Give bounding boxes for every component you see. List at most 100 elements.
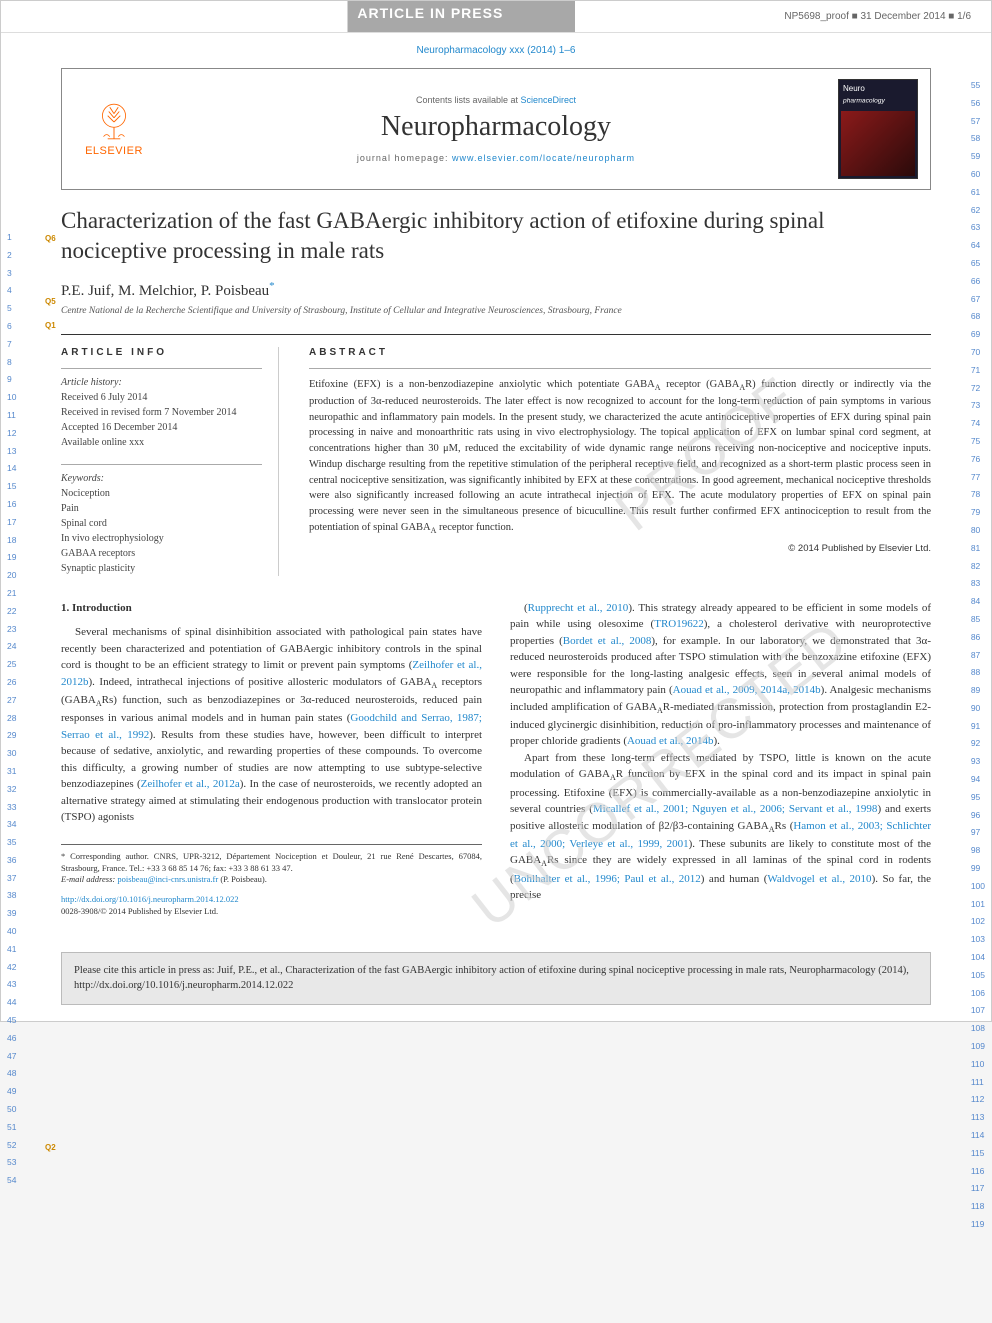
line-number: 79 <box>971 508 985 526</box>
email-address[interactable]: poisbeau@inci-cnrs.unistra.fr <box>117 874 218 884</box>
abstract-text: Etifoxine (EFX) is a non-benzodiazepine … <box>309 368 931 537</box>
line-number: 29 <box>7 731 16 749</box>
keyword-item: Spinal cord <box>61 516 262 531</box>
citation-box: Please cite this article in press as: Ju… <box>61 952 931 1004</box>
line-number: 31 <box>7 767 16 785</box>
line-number: 44 <box>7 998 16 1016</box>
body-paragraph: Several mechanisms of spinal disinhibiti… <box>61 624 482 825</box>
doi-link[interactable]: http://dx.doi.org/10.1016/j.neuropharm.2… <box>61 894 239 904</box>
keywords-list: NociceptionPainSpinal cordIn vivo electr… <box>61 486 262 576</box>
line-number: 65 <box>971 259 985 277</box>
corresponding-footnote: * Corresponding author. CNRS, UPR-3212, … <box>61 851 482 875</box>
line-number: 42 <box>7 963 16 981</box>
sciencedirect-link[interactable]: ScienceDirect <box>521 95 577 105</box>
line-number: 41 <box>7 945 16 963</box>
line-number: 53 <box>7 1158 16 1176</box>
masthead: ELSEVIER Contents lists available at Sci… <box>61 68 931 190</box>
line-number: 74 <box>971 419 985 437</box>
line-number: 115 <box>971 1149 985 1167</box>
line-number: 97 <box>971 828 985 846</box>
line-number: 91 <box>971 722 985 740</box>
line-number: 98 <box>971 846 985 864</box>
line-number: 47 <box>7 1052 16 1070</box>
line-number: 117 <box>971 1184 985 1202</box>
line-number: 90 <box>971 704 985 722</box>
affiliation: Centre National de la Recherche Scientif… <box>61 306 931 316</box>
body-columns: 1. Introduction Several mechanisms of sp… <box>61 600 931 918</box>
article-info-row: ARTICLE INFO Article history: Received 6… <box>61 334 931 576</box>
line-number: 48 <box>7 1069 16 1087</box>
body-column-left: 1. Introduction Several mechanisms of sp… <box>61 600 482 918</box>
line-number: 18 <box>7 536 16 554</box>
abstract-column: ABSTRACT Etifoxine (EFX) is a non-benzod… <box>309 347 931 576</box>
page: ARTICLE IN PRESS NP5698_proof ■ 31 Decem… <box>0 0 992 1022</box>
line-number: 69 <box>971 330 985 348</box>
abstract-heading: ABSTRACT <box>309 347 931 358</box>
line-number: 111 <box>971 1078 985 1096</box>
keyword-item: Synaptic plasticity <box>61 561 262 576</box>
line-number: 12 <box>7 429 16 447</box>
line-number: 10 <box>7 393 16 411</box>
email-label: E-mail address: <box>61 874 117 884</box>
body-column-right: (Rupprecht et al., 2010). This strategy … <box>510 600 931 918</box>
line-number: 118 <box>971 1202 985 1220</box>
line-number: 32 <box>7 785 16 803</box>
line-number: 51 <box>7 1123 16 1141</box>
cover-title: Neuropharmacology <box>839 80 917 109</box>
line-number: 23 <box>7 625 16 643</box>
line-number: 84 <box>971 597 985 615</box>
query-marker-q6: Q6 <box>45 234 56 243</box>
line-number: 94 <box>971 775 985 793</box>
query-marker-q2: Q2 <box>45 1143 56 1152</box>
article-title: Characterization of the fast GABAergic i… <box>61 206 931 266</box>
article-history: Article history: Received 6 July 2014 Re… <box>61 368 262 450</box>
line-number: 62 <box>971 206 985 224</box>
journal-name: Neuropharmacology <box>154 111 838 143</box>
line-number: 19 <box>7 553 16 571</box>
line-number: 73 <box>971 401 985 419</box>
article-info-left: ARTICLE INFO Article history: Received 6… <box>61 347 279 576</box>
line-number: 59 <box>971 152 985 170</box>
line-number: 35 <box>7 838 16 856</box>
line-number: 64 <box>971 241 985 259</box>
history-label: Article history: <box>61 375 262 390</box>
line-number: 6 <box>7 322 16 340</box>
history-accepted: Accepted 16 December 2014 <box>61 420 262 435</box>
line-number: 80 <box>971 526 985 544</box>
contents-line: Contents lists available at ScienceDirec… <box>154 95 838 105</box>
line-number: 112 <box>971 1095 985 1113</box>
line-number: 60 <box>971 170 985 188</box>
history-online: Available online xxx <box>61 435 262 450</box>
line-number: 27 <box>7 696 16 714</box>
line-number: 113 <box>971 1113 985 1131</box>
line-number: 55 <box>971 81 985 99</box>
line-number: 8 <box>7 358 16 376</box>
corresponding-mark: * <box>269 280 275 292</box>
line-number: 34 <box>7 820 16 838</box>
line-number: 25 <box>7 660 16 678</box>
line-number: 110 <box>971 1060 985 1078</box>
line-number: 58 <box>971 134 985 152</box>
email-suffix: (P. Poisbeau). <box>218 874 267 884</box>
line-number: 4 <box>7 286 16 304</box>
keywords-block: Keywords: NociceptionPainSpinal cordIn v… <box>61 464 262 576</box>
line-number: 99 <box>971 864 985 882</box>
copyright-line: © 2014 Published by Elsevier Ltd. <box>309 543 931 554</box>
contents-prefix: Contents lists available at <box>416 95 521 105</box>
query-marker-q1: Q1 <box>45 321 56 330</box>
line-number: 26 <box>7 678 16 696</box>
top-bar: ARTICLE IN PRESS NP5698_proof ■ 31 Decem… <box>1 1 991 33</box>
homepage-link[interactable]: www.elsevier.com/locate/neuropharm <box>452 153 635 163</box>
doi-block: http://dx.doi.org/10.1016/j.neuropharm.2… <box>61 894 482 918</box>
line-number: 63 <box>971 223 985 241</box>
keyword-item: Pain <box>61 501 262 516</box>
masthead-center: Contents lists available at ScienceDirec… <box>154 95 838 163</box>
line-number: 15 <box>7 482 16 500</box>
line-number: 20 <box>7 571 16 589</box>
line-number: 13 <box>7 447 16 465</box>
line-number: 54 <box>7 1176 16 1194</box>
line-number: 3 <box>7 269 16 287</box>
history-revised: Received in revised form 7 November 2014 <box>61 405 262 420</box>
line-number: 37 <box>7 874 16 892</box>
line-number: 68 <box>971 312 985 330</box>
